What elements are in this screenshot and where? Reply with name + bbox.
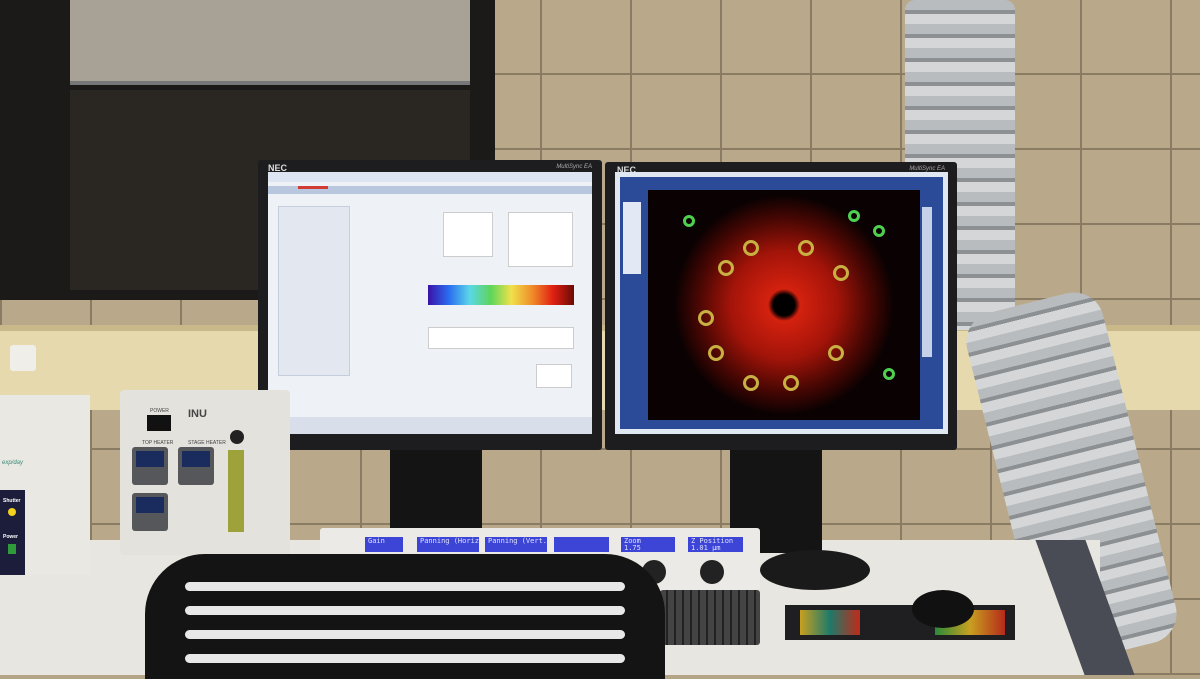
brand-logo: NEC <box>268 163 288 173</box>
cell-ring <box>798 240 814 256</box>
handwritten-note: exp/day <box>2 460 24 466</box>
settings-box[interactable] <box>443 212 493 257</box>
power-button[interactable] <box>8 544 16 554</box>
z-position-label: Z Position <box>691 537 734 545</box>
power-label: Power <box>3 534 19 540</box>
viewer-toolbar[interactable] <box>623 202 641 274</box>
cell-ring <box>698 310 714 326</box>
heater-controller: POWER INU TOP HEATER STAGE HEATER <box>120 390 290 555</box>
control-knob[interactable] <box>700 560 724 584</box>
cell-ring <box>718 260 734 276</box>
cell-ring <box>833 265 849 281</box>
channel-detectors[interactable] <box>428 327 574 349</box>
model-label: MultiSync EA <box>909 166 945 172</box>
tab-bar[interactable] <box>268 186 592 194</box>
brand-logo: NEC <box>617 165 637 175</box>
green-cell <box>883 368 895 380</box>
z-position-value: 1.01 µm <box>691 544 721 552</box>
cell-ring <box>708 345 724 361</box>
detector-box[interactable] <box>536 364 572 388</box>
cell-ring <box>743 240 759 256</box>
active-tab-indicator <box>298 186 328 189</box>
brand-logo: INU <box>188 408 207 420</box>
mousepad-image <box>800 610 860 635</box>
blank-display <box>554 537 609 552</box>
top-heater-label: TOP HEATER <box>142 440 174 446</box>
third-heater-display[interactable] <box>132 493 168 531</box>
zoom-value: 1.75 <box>624 544 641 552</box>
mouse-pad <box>785 605 1015 640</box>
gain-display: Gain <box>365 537 403 552</box>
flow-meter <box>228 450 244 532</box>
z-position-display: Z Position 1.01 µm <box>688 537 743 552</box>
chair-slat <box>185 654 625 663</box>
flow-knob[interactable] <box>230 430 244 444</box>
pan-vertical-label: Panning (Vert.) <box>488 537 547 545</box>
channel-sliders[interactable] <box>508 212 573 267</box>
green-cell <box>848 210 860 222</box>
shutter-button[interactable] <box>8 508 16 516</box>
cell-ring <box>743 375 759 391</box>
zoom-display: Zoom 1.75 <box>621 537 675 552</box>
title-bar <box>268 172 592 182</box>
chair-slat <box>185 582 625 591</box>
top-heater-display[interactable] <box>132 447 168 485</box>
settings-sidebar[interactable] <box>278 206 350 376</box>
left-monitor-stand <box>390 448 482 530</box>
shutter-label: Shutter <box>3 498 21 504</box>
power-switch[interactable] <box>147 415 171 431</box>
computer-mouse[interactable] <box>912 590 974 628</box>
chair-slat <box>185 606 625 615</box>
viewer-scrollbar[interactable] <box>922 207 932 357</box>
green-cell <box>873 225 885 237</box>
cell-ring <box>783 375 799 391</box>
stage-heater-label: STAGE HEATER <box>188 440 226 446</box>
cabinet-doors <box>70 0 470 85</box>
power-outlet <box>10 345 36 371</box>
stage-heater-display[interactable] <box>178 447 214 485</box>
pan-horizontal-label: Panning (Horiz.) <box>420 537 479 545</box>
spectrum-bar[interactable] <box>428 285 574 305</box>
shutter-panel: Shutter Power <box>0 490 25 575</box>
cell-ring <box>828 345 844 361</box>
zoom-label: Zoom <box>624 537 641 545</box>
stand-base <box>760 550 870 590</box>
office-chair-back <box>145 554 665 679</box>
left-screen-software[interactable] <box>268 172 592 434</box>
model-label: MultiSync EA <box>556 164 592 170</box>
chair-slat <box>185 630 625 639</box>
power-label: POWER <box>150 408 169 414</box>
pan-vertical-display: Panning (Vert.) <box>485 537 547 552</box>
fluorescence-specimen-image <box>648 190 920 420</box>
bottom-toolbar[interactable] <box>268 417 592 434</box>
pan-horizontal-display: Panning (Horiz.) <box>417 537 479 552</box>
green-cell <box>683 215 695 227</box>
keypad[interactable] <box>660 590 760 645</box>
gain-label: Gain <box>368 537 385 545</box>
